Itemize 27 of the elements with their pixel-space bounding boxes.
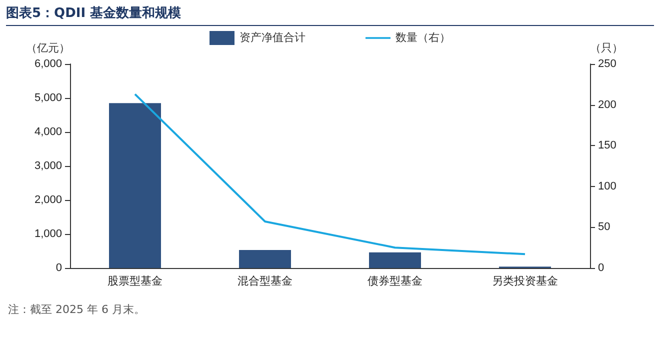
y2-tick-label: 0 bbox=[598, 262, 604, 274]
legend-label: 资产净值合计 bbox=[240, 31, 306, 44]
x-tick-label: 股票型基金 bbox=[108, 274, 162, 288]
y-tick-label: 2,000 bbox=[34, 194, 62, 206]
x-tick-label: 混合型基金 bbox=[238, 274, 292, 288]
y-axis-title: （亿元） bbox=[26, 42, 70, 54]
chart-title: 图表5：QDII 基金数量和规模 bbox=[6, 4, 654, 26]
bar bbox=[239, 250, 291, 268]
x-tick-label: 另类投资基金 bbox=[492, 274, 558, 288]
y2-tick-label: 100 bbox=[598, 180, 616, 192]
y-tick-label: 4,000 bbox=[34, 126, 62, 138]
line-series bbox=[134, 93, 526, 256]
y-tick-label: 3,000 bbox=[34, 160, 62, 172]
x-tick-label: 债券型基金 bbox=[368, 274, 422, 288]
y-tick-label: 5,000 bbox=[34, 92, 62, 104]
y2-tick-label: 150 bbox=[598, 140, 616, 152]
y-tick-label: 6,000 bbox=[34, 58, 62, 70]
y2-tick-label: 250 bbox=[598, 58, 616, 70]
text: 注：截至 2025 年 6 月末。 bbox=[8, 302, 145, 317]
y2-axis-title: （只） bbox=[590, 42, 623, 54]
y-tick-label: 0 bbox=[56, 262, 62, 274]
bar bbox=[109, 103, 161, 268]
bar bbox=[369, 252, 421, 268]
legend-label: 数量（右） bbox=[396, 32, 450, 44]
y-tick-label: 1,000 bbox=[34, 228, 62, 240]
y2-tick-label: 200 bbox=[598, 98, 616, 111]
y2-tick-label: 50 bbox=[598, 221, 610, 234]
